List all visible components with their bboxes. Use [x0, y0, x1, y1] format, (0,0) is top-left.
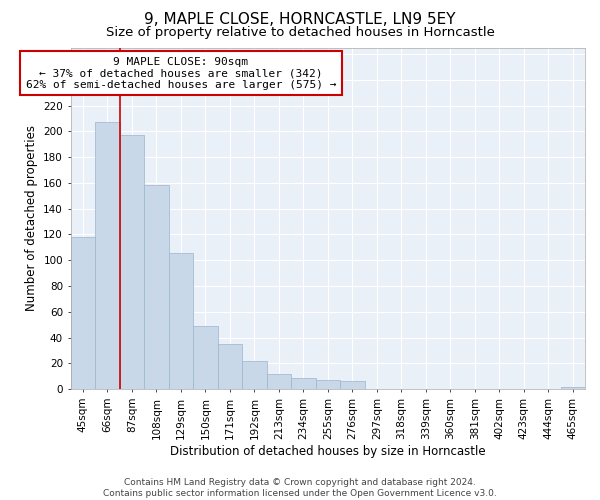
- Bar: [218, 344, 242, 389]
- Text: Size of property relative to detached houses in Horncastle: Size of property relative to detached ho…: [106, 26, 494, 39]
- Bar: [291, 378, 316, 389]
- Text: 9, MAPLE CLOSE, HORNCASTLE, LN9 5EY: 9, MAPLE CLOSE, HORNCASTLE, LN9 5EY: [144, 12, 456, 28]
- Bar: [169, 252, 193, 389]
- Text: 9 MAPLE CLOSE: 90sqm
← 37% of detached houses are smaller (342)
62% of semi-deta: 9 MAPLE CLOSE: 90sqm ← 37% of detached h…: [26, 56, 336, 90]
- Bar: [242, 361, 266, 389]
- Bar: [340, 382, 365, 389]
- Bar: [560, 386, 585, 389]
- Bar: [316, 380, 340, 389]
- Text: Contains HM Land Registry data © Crown copyright and database right 2024.
Contai: Contains HM Land Registry data © Crown c…: [103, 478, 497, 498]
- Y-axis label: Number of detached properties: Number of detached properties: [25, 126, 38, 312]
- Bar: [119, 135, 144, 389]
- Bar: [193, 326, 218, 389]
- Bar: [144, 186, 169, 389]
- X-axis label: Distribution of detached houses by size in Horncastle: Distribution of detached houses by size …: [170, 444, 485, 458]
- Bar: [71, 237, 95, 389]
- Bar: [95, 122, 119, 389]
- Bar: [266, 374, 291, 389]
